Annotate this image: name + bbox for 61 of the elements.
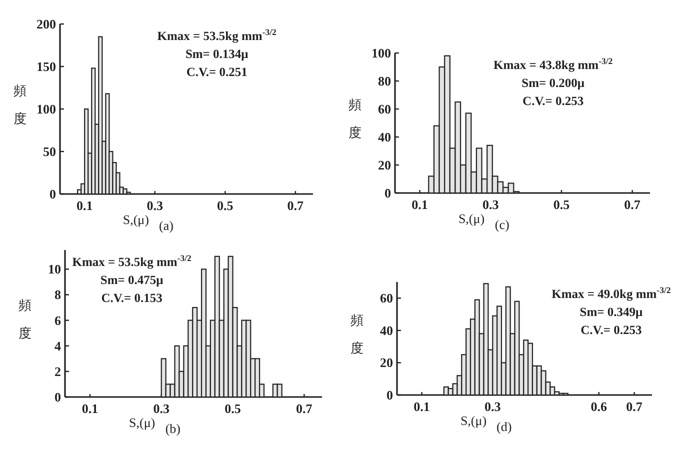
y-tick-label: 60 [378,102,391,116]
text: (b) [165,421,181,436]
y-tick-label: 0 [384,186,391,200]
annotation: Sm= 0.200μ [522,76,585,90]
text: (c) [494,217,510,232]
annotation: Kmax = 49.0kg mm$^{-3/2}$ [552,285,671,301]
x-axis-title: S,(μ) [129,415,156,430]
y-axis-title: 頻度 [348,97,362,140]
annotation: Sm= 0.349μ [580,305,643,319]
x-tick-label: 0.1 [76,198,93,213]
x-tick-label: 0.1 [412,197,428,212]
y-axis-title: 頻度 [350,312,364,356]
y-tick-label: 100 [36,102,56,116]
annotation: C.V.= 0.253 [522,94,584,108]
x-tick-label: 0.5 [224,401,242,416]
x-tick-label: 0.7 [287,198,304,213]
y-tick-label: 60 [380,290,393,306]
x-tick-label: 0.7 [296,401,313,416]
annotation: Kmax = 53.5kg mm$^{-3/2}$ [72,253,192,269]
x-tick-label: 0.3 [482,197,500,212]
y-tick-label: 100 [372,46,391,60]
annotation: C.V.= 0.251 [186,65,248,79]
y-tick-label: 6 [54,312,62,328]
x-tick-label: 0.1 [82,401,98,416]
x-axis-title: S,(μ) [458,211,485,226]
y-tick-label: 20 [378,158,391,172]
annotation: Kmax = 43.8kg mm$^{-3/2}$ [494,56,613,72]
y-tick-label: 80 [378,74,391,88]
y-tick-label: 10 [48,262,61,277]
y-tick-label: 0 [54,390,61,404]
annotation: Kmax = 53.5kg mm$^{-3/2}$ [157,27,276,43]
x-tick-label: 0.5 [217,198,234,213]
x-tick-label: 0.3 [484,399,502,414]
y-tick-label: 4 [54,338,62,354]
y-axis-title: 頻度 [18,298,32,340]
x-tick-label: 0.3 [153,401,170,416]
y-tick-label: 0 [50,186,56,202]
annotation: C.V.= 0.153 [101,291,162,305]
y-tick-label: 20 [380,355,393,370]
y-tick-label: 2 [54,364,61,379]
y-tick-label: 150 [36,59,56,74]
y-tick-label: 50 [43,144,56,159]
x-tick-label: 0.6 [590,399,608,414]
x-tick-label: 0.7 [626,399,643,414]
x-tick-label: 0.5 [553,197,570,212]
x-tick-label: 0.1 [414,399,430,414]
y-tick-label: 8 [54,287,62,302]
y-tick-label: 200 [36,16,56,32]
x-tick-label: 0.3 [146,198,164,213]
y-tick-label: 40 [380,322,393,338]
text: (a) [159,218,174,233]
text: (d) [496,419,512,434]
x-axis-title: S,(μ) [122,212,149,227]
y-tick-label: 40 [378,130,391,144]
y-axis-title: 頻度 [14,83,26,126]
x-axis-title: S,(μ) [460,413,487,428]
annotation: Sm= 0.475μ [100,273,164,287]
y-tick-label: 0 [386,388,393,402]
annotation: C.V.= 0.253 [580,323,642,337]
x-tick-label: 0.7 [624,197,641,212]
annotation: Sm= 0.134μ [185,47,248,61]
